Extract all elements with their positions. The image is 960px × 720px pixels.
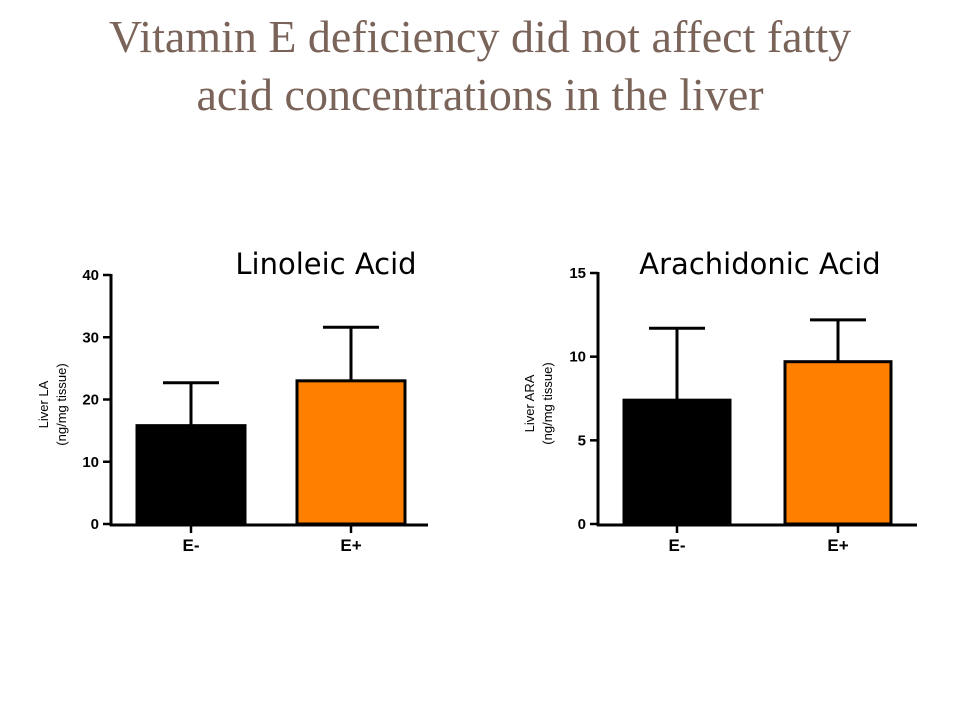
y-tick-label: 0	[578, 516, 586, 533]
category-label: E-	[669, 536, 686, 555]
y-axis-label-line-2: (ng/mg tissue)	[54, 363, 69, 445]
y-tick-label: 0	[91, 516, 99, 533]
y-tick-label: 10	[569, 349, 586, 366]
slide-title-line-1: Vitamin E deficiency did not affect fatt…	[108, 11, 852, 62]
bar-E+	[295, 379, 407, 526]
category-label: E+	[827, 536, 848, 555]
y-tick-label: 30	[82, 329, 99, 346]
y-tick-label: 20	[82, 392, 99, 409]
linoleic-acid-chart: Linoleic Acid E- E+ 0 10 20 30 40 Liver LA (ng/mg…	[36, 247, 428, 555]
y-axis-label-line-2: (ng/mg tissue)	[540, 362, 555, 444]
slide-title: Vitamin E deficiency did not affect fatt…	[0, 8, 960, 124]
bar-E-	[135, 424, 247, 526]
slide-title-line-2: acid concentrations in the liver	[196, 69, 764, 120]
arachidonic-acid-chart: Arachidonic Acid E- E+ 0 5 10 15 Liver ARA (ng/m…	[522, 247, 917, 555]
category-label: E-	[183, 536, 200, 555]
y-tick-label: 10	[82, 454, 99, 471]
chart-title: Linoleic Acid	[235, 247, 416, 281]
y-tick-label: 40	[82, 267, 99, 284]
y-tick-label: 15	[569, 265, 586, 282]
bar-E+	[783, 360, 893, 526]
chart-title: Arachidonic Acid	[639, 247, 880, 281]
category-label: E+	[340, 536, 361, 555]
y-axis-label-line-1: Liver ARA	[522, 374, 537, 432]
y-axis-label-line-1: Liver LA	[36, 380, 51, 428]
bar-E-	[622, 398, 732, 526]
y-tick-label: 5	[578, 432, 586, 449]
